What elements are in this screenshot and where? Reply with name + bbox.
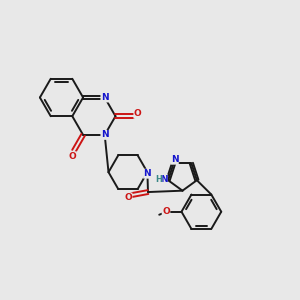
Text: O: O (162, 207, 170, 216)
Text: N: N (101, 93, 109, 102)
Text: N: N (144, 169, 151, 178)
Text: O: O (68, 152, 76, 161)
Text: H: H (155, 175, 162, 184)
Text: N: N (101, 130, 109, 140)
Text: N: N (160, 175, 167, 184)
Text: O: O (134, 109, 142, 118)
Text: N: N (171, 155, 178, 164)
Text: O: O (124, 193, 132, 202)
